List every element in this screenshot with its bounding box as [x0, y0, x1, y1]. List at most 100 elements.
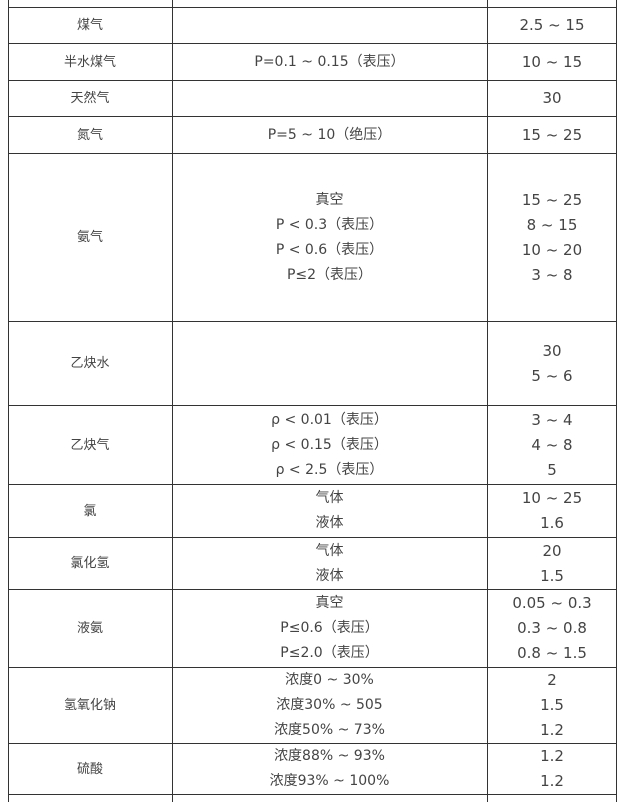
medium-cell: 煤气	[8, 8, 172, 43]
velocity-cell: 3 ~ 4 4 ~ 8 5	[487, 406, 617, 484]
condition-text: 真空	[315, 191, 344, 208]
medium-cell: 液氨	[8, 590, 172, 667]
condition-text: P=0.1 ~ 0.15（表压）	[254, 53, 405, 70]
velocity-cell: 0.05 ~ 0.3 0.3 ~ 0.8 0.8 ~ 1.5	[487, 590, 617, 667]
condition-cell	[172, 81, 487, 116]
velocity-value: 0.8 ~ 1.5	[517, 644, 587, 662]
medium-cell: 半水煤气	[8, 44, 172, 80]
condition-text: 真空	[315, 595, 344, 611]
medium-name: 天然气	[70, 91, 110, 106]
velocity-cell: 15 ~ 25 8 ~ 15 10 ~ 20 3 ~ 8	[487, 154, 617, 321]
column-divider-1	[172, 0, 173, 802]
medium-name: 氯化氢	[70, 556, 110, 571]
medium-name: 半水煤气	[63, 54, 116, 70]
medium-cell: 硫酸	[8, 744, 172, 794]
condition-cell: 浓度0 ~ 30% 浓度30% ~ 505 浓度50% ~ 73%	[172, 668, 487, 743]
condition-text: P≤2（表压）	[286, 266, 373, 283]
velocity-value: 3 ~ 4	[531, 410, 573, 429]
table-row: 乙炔水 30 5 ~ 6	[8, 321, 617, 405]
velocity-value: 5	[547, 460, 557, 479]
condition-text: 浓度50% ~ 73%	[274, 722, 385, 738]
column-divider-2	[487, 0, 488, 802]
condition-text: 浓度93% ~ 100%	[269, 773, 390, 789]
velocity-value: 2.5 ~ 15	[519, 16, 585, 34]
velocity-cell: 10 ~ 15	[487, 44, 617, 80]
velocity-value: 1.2	[540, 721, 564, 739]
table-row: 煤气 2.5 ~ 15	[8, 7, 617, 43]
medium-name: 煤气	[76, 18, 103, 33]
velocity-value: 10 ~ 20	[521, 240, 583, 259]
condition-cell	[172, 322, 487, 405]
condition-text: P=5 ~ 10（绝压）	[267, 126, 392, 143]
velocity-value: 1.5	[540, 566, 564, 585]
velocity-value: 10 ~ 15	[521, 52, 583, 71]
velocity-value: 30	[542, 341, 562, 360]
velocity-cell: 30 5 ~ 6	[487, 322, 617, 405]
velocity-value: 5 ~ 6	[531, 366, 573, 385]
velocity-value: 3 ~ 8	[531, 265, 573, 284]
condition-text: 液体	[315, 567, 344, 584]
condition-text: 浓度88% ~ 93%	[274, 748, 385, 764]
condition-cell: 气体 液体	[172, 538, 487, 589]
medium-name: 氮气	[76, 127, 103, 143]
velocity-value: 20	[542, 541, 562, 560]
velocity-value: 1.2	[540, 772, 564, 790]
condition-cell: 真空 P < 0.3（表压） P < 0.6（表压） P≤2（表压）	[172, 154, 487, 321]
medium-cell: 乙炔气	[8, 406, 172, 484]
medium-name: 氢氧化钠	[63, 698, 116, 713]
condition-text: 气体	[315, 542, 344, 559]
table-row: 氯化氢 气体 液体 20 1.5	[8, 537, 617, 589]
condition-cell: 浓度88% ~ 93% 浓度93% ~ 100%	[172, 744, 487, 794]
medium-cell: 天然气	[8, 81, 172, 116]
velocity-value: 0.3 ~ 0.8	[517, 619, 587, 637]
table-row: 液氨 真空 P≤0.6（表压） P≤2.0（表压） 0.05 ~ 0.3 0.3 ~ 0.…	[8, 589, 617, 667]
condition-text: 浓度0 ~ 30%	[285, 672, 374, 688]
condition-cell: P=5 ~ 10（绝压）	[172, 117, 487, 153]
table-row: 氢氧化钠 浓度0 ~ 30% 浓度30% ~ 505 浓度50% ~ 73% 2 1.5 1…	[8, 667, 617, 743]
velocity-value: 1.5	[540, 696, 564, 714]
medium-cell: 氮气	[8, 117, 172, 153]
condition-cell: ρ < 0.01（表压） ρ < 0.15（表压） ρ < 2.5（表压）	[172, 406, 487, 484]
condition-text: P < 0.6（表压）	[275, 241, 384, 258]
medium-cell: 氯化氢	[8, 538, 172, 589]
table-row: 半水煤气 P=0.1 ~ 0.15（表压） 10 ~ 15	[8, 43, 617, 80]
condition-text: P≤0.6（表压）	[280, 620, 379, 636]
condition-text: P < 0.3（表压）	[275, 216, 384, 233]
medium-name: 乙炔气	[70, 437, 110, 453]
velocity-value: 1.2	[540, 747, 564, 765]
medium-name: 氨气	[76, 230, 103, 245]
condition-cell: 真空 P≤0.6（表压） P≤2.0（表压）	[172, 590, 487, 667]
condition-cell	[172, 8, 487, 43]
velocity-value: 4 ~ 8	[531, 435, 573, 454]
medium-name: 硫酸	[76, 761, 103, 777]
condition-text: 浓度30% ~ 505	[276, 697, 383, 713]
medium-name: 液氨	[76, 621, 103, 636]
condition-text: ρ < 0.01（表压）	[271, 411, 388, 428]
flow-velocity-table: 煤气 2.5 ~ 15 半水煤气 P=0.1 ~ 0.15（表压） 10 ~ 15 天然气…	[8, 7, 617, 795]
velocity-cell: 30	[487, 81, 617, 116]
velocity-value: 15 ~ 25	[521, 125, 583, 144]
medium-cell: 氨气	[8, 154, 172, 321]
velocity-cell: 15 ~ 25	[487, 117, 617, 153]
velocity-value: 15 ~ 25	[521, 190, 583, 209]
velocity-cell: 2 1.5 1.2	[487, 668, 617, 743]
velocity-value: 0.05 ~ 0.3	[512, 594, 592, 612]
table-row: 乙炔气 ρ < 0.01（表压） ρ < 0.15（表压） ρ < 2.5（表压） 3 …	[8, 405, 617, 484]
velocity-cell: 20 1.5	[487, 538, 617, 589]
medium-cell: 氯	[8, 485, 172, 537]
condition-text: ρ < 2.5（表压）	[275, 461, 384, 478]
table-row: 氯 气体 液体 10 ~ 25 1.6	[8, 484, 617, 537]
velocity-value: 30	[542, 89, 562, 107]
condition-text: 液体	[315, 515, 344, 531]
medium-cell: 乙炔水	[8, 322, 172, 405]
velocity-cell: 1.2 1.2	[487, 744, 617, 794]
condition-text: P≤2.0（表压）	[280, 645, 379, 661]
medium-name: 氯	[83, 503, 97, 519]
velocity-value: 10 ~ 25	[521, 489, 583, 507]
table-row: 氨气 真空 P < 0.3（表压） P < 0.6（表压） P≤2（表压） 15 ~ 25…	[8, 153, 617, 321]
medium-cell: 氢氧化钠	[8, 668, 172, 743]
table-border-left	[8, 0, 9, 802]
velocity-value: 2	[547, 671, 557, 689]
medium-name: 乙炔水	[70, 356, 110, 371]
velocity-cell: 2.5 ~ 15	[487, 8, 617, 43]
